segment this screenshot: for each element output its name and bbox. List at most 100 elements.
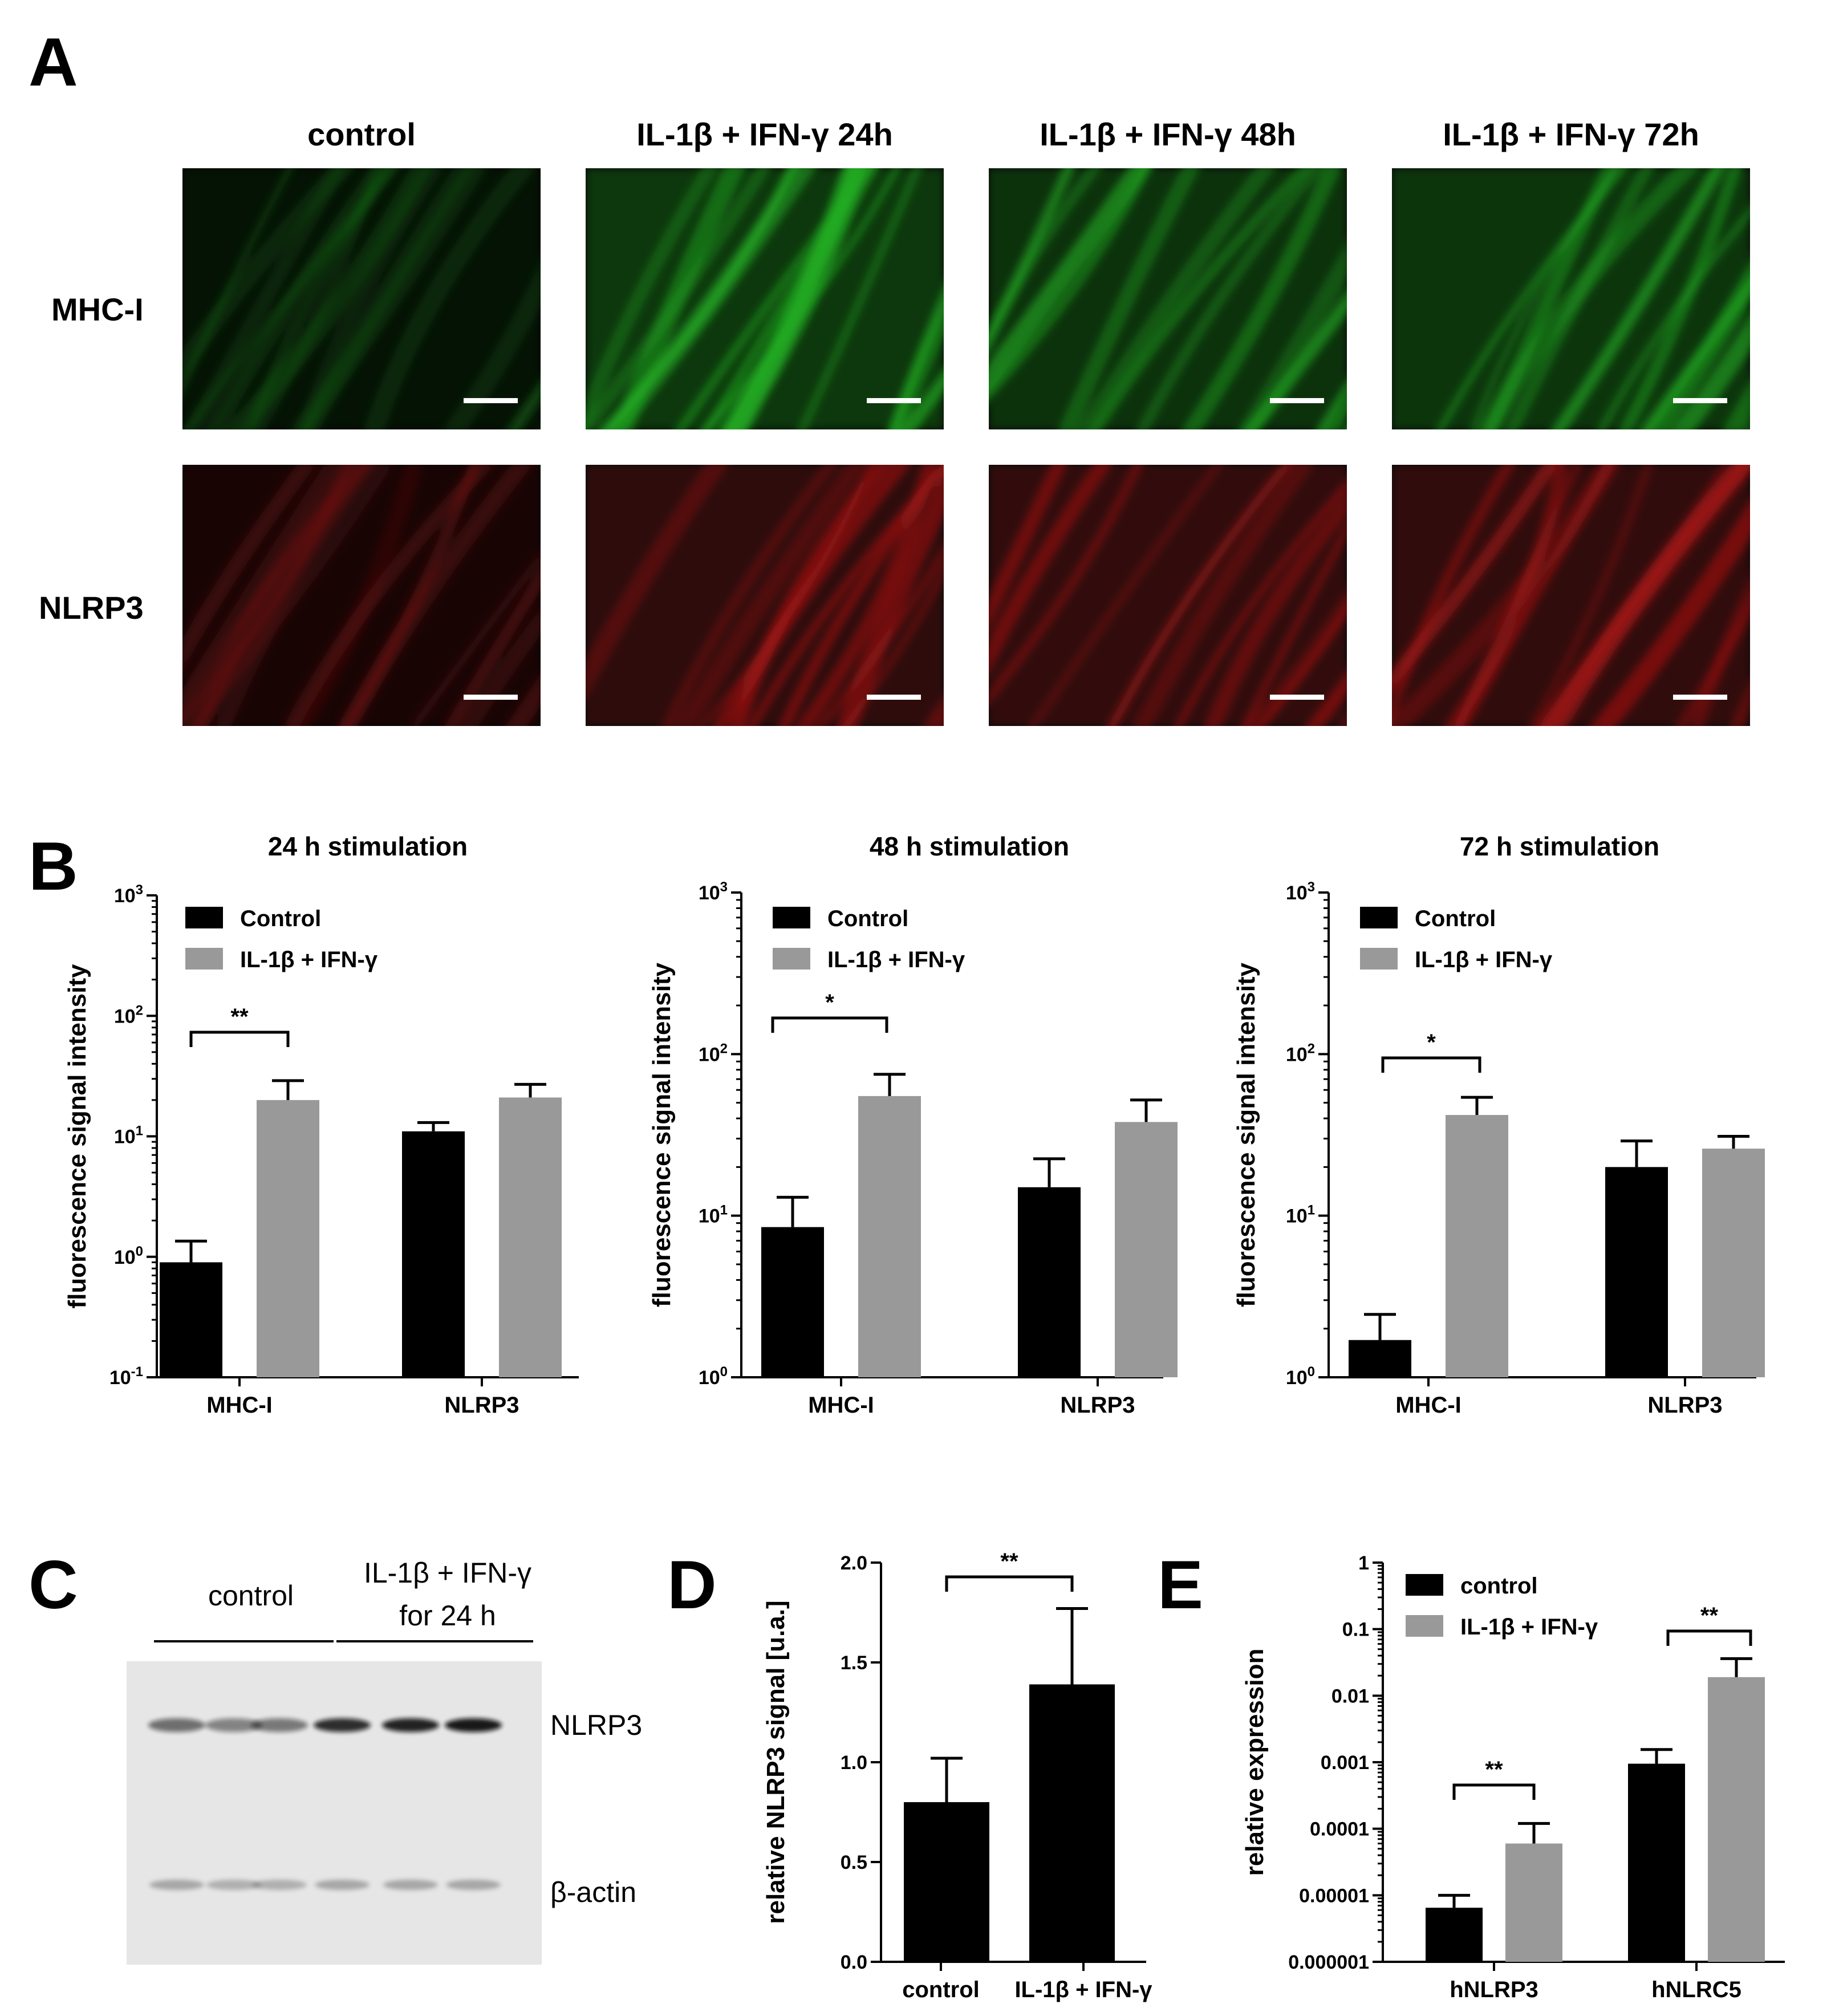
y-tick-label: 0.1 (1342, 1619, 1369, 1641)
legend-label: IL-1β + IFN-γ (240, 947, 378, 972)
column-header-48h: IL-1β + IFN-γ 48h (1040, 116, 1296, 152)
nlrp3-band (314, 1718, 371, 1732)
y-tick-label: 101 (699, 1203, 728, 1227)
x-tick-label: control (902, 1977, 980, 2002)
micrograph-nlrp3-1 (182, 465, 541, 726)
bar (1628, 1763, 1685, 1962)
y-tick-label: 100 (699, 1364, 728, 1389)
chart-title: 48 h stimulation (870, 831, 1069, 861)
chart-relative-expression: 0.000001 0.00001 0.0001 0.001 0.01 0.1 1 relati… (1241, 1552, 1785, 2002)
y-tick-label: 103 (699, 879, 728, 904)
y-tick-label: 10-1 (109, 1364, 143, 1389)
y-tick-label: 2.0 (841, 1552, 867, 1574)
actin-band (252, 1880, 307, 1890)
y-tick-label: 101 (114, 1123, 143, 1148)
y-tick-label: 1.5 (841, 1652, 867, 1674)
legend-swatch (1360, 907, 1398, 928)
y-tick-label: 0.00001 (1299, 1885, 1369, 1907)
y-axis-title: fluorescence signal intensity (1232, 962, 1260, 1307)
bar (499, 1097, 562, 1377)
row-header-mhc-i: MHC-I (51, 291, 144, 327)
bar (1018, 1187, 1081, 1377)
chart-title: 24 h stimulation (268, 831, 468, 861)
micrograph-mhc-i-1 (182, 168, 541, 429)
y-tick-label: 0.0 (841, 1952, 867, 1973)
actin-band (446, 1880, 501, 1890)
legend-label: control (1460, 1573, 1538, 1599)
nlrp3-band (251, 1718, 308, 1732)
significance-bracket (189, 1031, 290, 1047)
scale-bar (1270, 398, 1324, 403)
column-header-24h: IL-1β + IFN-γ 24h (636, 116, 893, 152)
y-axis-title: relative NLRP3 signal [u.a.] (762, 1600, 790, 1924)
y-tick-label: 0.000001 (1288, 1952, 1369, 1973)
panel-letter-d: D (667, 1547, 717, 1623)
y-tick-label: 102 (114, 1003, 143, 1027)
micrograph-nlrp3-3 (989, 465, 1347, 726)
nlrp3-band (205, 1718, 262, 1732)
scale-bar (1673, 695, 1727, 700)
y-tick-label: 0.5 (841, 1852, 867, 1873)
bar (160, 1262, 222, 1377)
blot-label-nlrp3: NLRP3 (550, 1709, 642, 1741)
x-tick-label: hNLRC5 (1651, 1977, 1741, 2002)
scale-bar (1270, 695, 1324, 700)
bar (858, 1096, 921, 1377)
bar (761, 1227, 824, 1377)
legend-swatch (185, 907, 223, 928)
legend-label: IL-1β + IFN-γ (1460, 1615, 1598, 1640)
y-axis-title: fluorescence signal intensity (648, 962, 676, 1307)
bar (257, 1100, 319, 1377)
micrograph-nlrp3-4 (1392, 465, 1750, 726)
micrograph-mhc-i-3 (989, 168, 1347, 429)
nlrp3-band (382, 1718, 439, 1732)
legend-swatch (1406, 1574, 1443, 1596)
y-tick-label: 0.0001 (1310, 1819, 1369, 1840)
legend-label: IL-1β + IFN-γ (1415, 947, 1553, 972)
bar (402, 1131, 465, 1377)
row-header-nlrp3: NLRP3 (39, 590, 144, 626)
actin-band (206, 1880, 261, 1890)
chart-title: 72 h stimulation (1460, 831, 1659, 861)
blot-group-treatment: IL-1β + IFN-γ (364, 1557, 531, 1589)
scale-bar (867, 695, 921, 700)
legend-label: Control (1415, 906, 1496, 931)
legend-swatch (773, 907, 810, 928)
bar (1702, 1149, 1765, 1377)
x-tick-label: NLRP3 (444, 1393, 519, 1418)
micrograph-mhc-i-4 (1392, 168, 1750, 429)
bar (1708, 1677, 1765, 1962)
y-tick-label: 102 (699, 1041, 728, 1065)
nlrp3-band (148, 1718, 205, 1732)
x-tick-label: hNLRP3 (1450, 1977, 1538, 2002)
legend-swatch (773, 948, 810, 970)
chart-24h-stimulation: 24 h stimulation 10-1 100 101 102 103 fluoresc… (63, 831, 579, 1418)
y-tick-label: 100 (114, 1244, 143, 1268)
x-tick-label: NLRP3 (1647, 1393, 1722, 1418)
significance-label: ** (1700, 1603, 1719, 1628)
x-tick-label: IL-1β + IFN-γ (1014, 1977, 1152, 2002)
legend-swatch (1360, 948, 1398, 970)
y-tick-label: 1.0 (841, 1752, 867, 1774)
column-header-control: control (307, 116, 416, 152)
legend-label: Control (240, 906, 321, 931)
actin-band (383, 1880, 438, 1890)
significance-label: ** (1000, 1549, 1018, 1574)
blot-group-duration: for 24 h (399, 1600, 496, 1632)
y-tick-label: 103 (1286, 879, 1315, 904)
scale-bar (464, 398, 518, 403)
x-tick-label: MHC-I (1395, 1393, 1462, 1418)
significance-bracket (945, 1575, 1074, 1592)
legend-swatch (1406, 1615, 1443, 1637)
chart-48h-stimulation: 48 h stimulation 100 101 102 103 fluorescence… (648, 831, 1178, 1418)
y-tick-label: 103 (114, 882, 143, 907)
legend-label: IL-1β + IFN-γ (827, 947, 965, 972)
legend-label: Control (827, 906, 908, 931)
actin-band (315, 1880, 370, 1890)
x-tick-label: MHC-I (808, 1393, 874, 1418)
significance-label: * (825, 990, 834, 1015)
scale-bar (464, 695, 518, 700)
panel-letter-c: C (29, 1547, 78, 1623)
y-axis-title: relative expression (1241, 1649, 1269, 1876)
micrograph-nlrp3-2 (586, 465, 944, 726)
